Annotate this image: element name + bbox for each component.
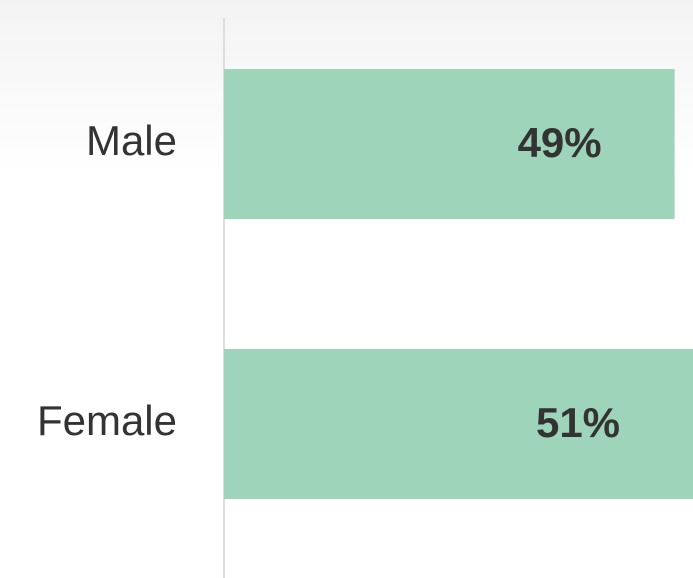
value-label: 49% — [518, 119, 602, 166]
bar — [224, 349, 693, 499]
category-label: Female — [37, 397, 177, 444]
bar — [224, 69, 675, 219]
category-label: Male — [86, 117, 177, 164]
value-label: 51% — [536, 399, 620, 446]
